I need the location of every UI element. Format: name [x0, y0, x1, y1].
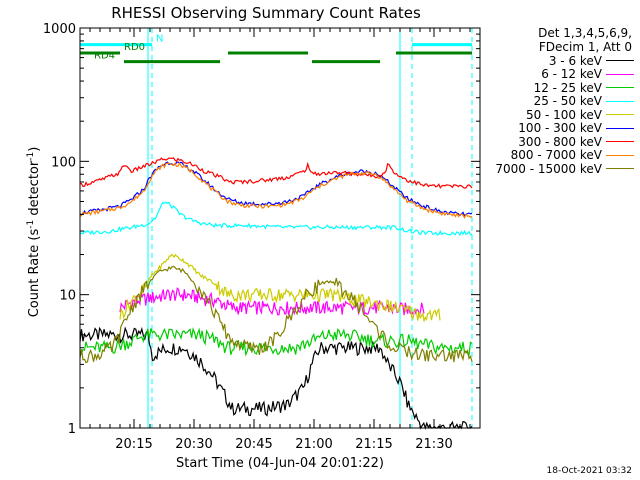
legend-item-label: 12 - 25 keV	[533, 80, 602, 95]
flag-label-rd0: RD0	[124, 42, 145, 53]
series-line-7	[79, 161, 473, 220]
legend: Det 1,3,4,5,6,9, FDecim 1, Att 0 3 - 6 k…	[472, 26, 634, 176]
legend-header-detectors: Det 1,3,4,5,6,9,	[538, 26, 632, 40]
legend-swatch	[606, 168, 634, 170]
x-tick-label-0: 20:15	[115, 437, 152, 452]
generation-timestamp: 18-Oct-2021 03:32	[546, 466, 632, 476]
series-line-1	[119, 287, 425, 318]
legend-item-label: 800 - 7000 keV	[510, 148, 602, 163]
series-line-5	[79, 161, 473, 217]
legend-item: 100 - 300 keV	[472, 121, 634, 136]
x-tick-label-1: 20:30	[175, 437, 212, 452]
legend-item: 800 - 7000 keV	[472, 148, 634, 163]
x-tick-label-3: 21:00	[295, 437, 332, 452]
legend-item-label: 3 - 6 keV	[548, 53, 602, 68]
series-line-2	[79, 327, 473, 357]
legend-item-label: 6 - 12 keV	[541, 67, 602, 82]
legend-item-label: 100 - 300 keV	[518, 121, 602, 136]
legend-swatch	[606, 127, 634, 129]
chart-title: RHESSI Observing Summary Count Rates	[111, 4, 421, 22]
x-tick-label-5: 21:30	[415, 437, 452, 452]
legend-header-decimation: FDecim 1, Att 0	[538, 40, 632, 54]
legend-item: 7000 - 15000 keV	[472, 162, 634, 176]
series-line-4	[119, 253, 441, 322]
legend-item: 3 - 6 keV	[472, 54, 634, 68]
legend-item: 25 - 50 keV	[472, 94, 634, 109]
x-axis-label: Start Time (04-Jun-04 20:01:22)	[176, 456, 384, 471]
legend-item-label: 25 - 50 keV	[533, 94, 602, 109]
legend-swatch	[606, 100, 634, 102]
series-line-8	[79, 265, 473, 364]
legend-rows: 3 - 6 keV 6 - 12 keV 12 - 25 keV 25 - 50 ke…	[472, 54, 634, 176]
legend-item: 50 - 100 keV	[472, 108, 634, 122]
plot-area: N RD0 RD4 1 10 100 1000 20:15 20:30 20:45 21:00 21:…	[43, 22, 481, 452]
legend-swatch	[606, 60, 634, 62]
y-tick-label-2: 100	[51, 155, 76, 170]
flag-label-n: N	[156, 34, 163, 45]
y-tick-label-0: 1	[68, 422, 76, 437]
legend-item: 12 - 25 keV	[472, 81, 634, 95]
legend-swatch	[606, 114, 634, 116]
legend-swatch	[606, 73, 634, 75]
y-axis-label-part: -1	[26, 152, 36, 161]
x-tick-label-2: 20:45	[235, 437, 272, 452]
legend-swatch	[606, 87, 634, 89]
series-line-0	[79, 326, 473, 430]
y-tick-label-3: 1000	[43, 22, 76, 37]
legend-swatch	[606, 141, 634, 143]
y-axis-label-part: )	[27, 147, 42, 152]
series-line-6	[79, 157, 473, 189]
y-axis-label-part: detector	[27, 160, 42, 220]
legend-item-label: 7000 - 15000 keV	[495, 161, 602, 176]
y-axis-label-part: -1	[26, 220, 36, 229]
legend-item-label: 300 - 800 keV	[518, 134, 602, 149]
legend-item: 6 - 12 keV	[472, 67, 634, 82]
y-tick-label-1: 10	[59, 289, 76, 304]
legend-item-label: 50 - 100 keV	[525, 107, 602, 122]
flag-label-rd4: RD4	[94, 51, 115, 62]
y-axis-label-part: Count Rate (s	[27, 229, 42, 318]
legend-item: 300 - 800 keV	[472, 135, 634, 149]
y-axis-label: Count Rate (s-1 detector-1)	[26, 147, 42, 318]
plot-frame	[79, 27, 481, 429]
series-line-3	[79, 201, 473, 237]
legend-swatch	[606, 154, 634, 156]
x-tick-label-4: 21:15	[355, 437, 392, 452]
